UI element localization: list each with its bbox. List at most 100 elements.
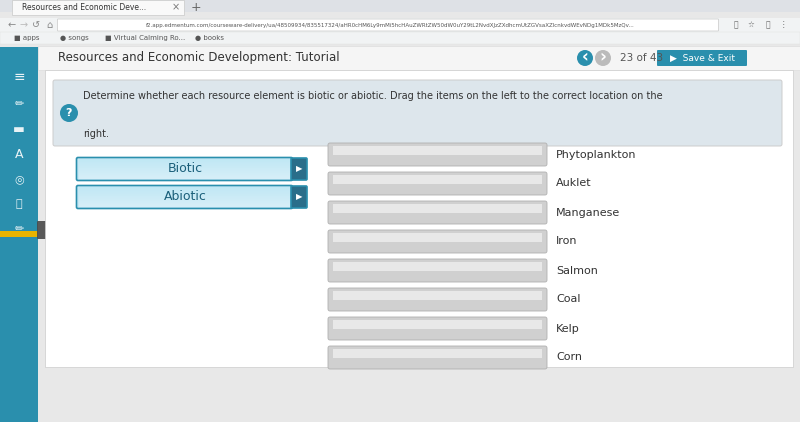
Text: ■ apps: ■ apps [14, 35, 39, 41]
FancyBboxPatch shape [37, 221, 121, 239]
Text: 💬: 💬 [16, 199, 22, 209]
FancyBboxPatch shape [79, 204, 290, 205]
Circle shape [60, 104, 78, 122]
FancyBboxPatch shape [12, 0, 184, 15]
FancyBboxPatch shape [79, 174, 290, 175]
FancyBboxPatch shape [333, 291, 542, 300]
FancyBboxPatch shape [79, 205, 290, 206]
FancyBboxPatch shape [79, 168, 290, 169]
FancyBboxPatch shape [77, 157, 293, 181]
Text: ▶  Save & Exit: ▶ Save & Exit [670, 54, 734, 62]
FancyBboxPatch shape [79, 176, 290, 177]
Text: ✏: ✏ [14, 99, 24, 109]
FancyBboxPatch shape [333, 146, 542, 154]
FancyBboxPatch shape [328, 230, 547, 253]
Text: Coal: Coal [556, 295, 581, 305]
FancyBboxPatch shape [0, 32, 800, 44]
Text: Resources and Economic Deve...: Resources and Economic Deve... [22, 3, 146, 12]
FancyBboxPatch shape [38, 46, 800, 70]
FancyBboxPatch shape [79, 164, 290, 165]
Text: ▶: ▶ [296, 192, 302, 201]
Text: Phytoplankton: Phytoplankton [556, 149, 637, 160]
Text: Abiotic: Abiotic [163, 190, 206, 203]
FancyBboxPatch shape [79, 202, 290, 203]
FancyBboxPatch shape [79, 197, 290, 198]
FancyBboxPatch shape [58, 19, 718, 31]
FancyBboxPatch shape [79, 178, 290, 179]
FancyBboxPatch shape [333, 175, 542, 184]
Text: Highlighter: Highlighter [54, 225, 104, 235]
FancyBboxPatch shape [0, 70, 800, 422]
FancyBboxPatch shape [328, 259, 547, 282]
Text: ▬: ▬ [13, 122, 25, 135]
FancyBboxPatch shape [79, 159, 290, 160]
Text: Kelp: Kelp [556, 324, 580, 333]
Circle shape [595, 50, 611, 66]
FancyBboxPatch shape [79, 170, 290, 171]
FancyBboxPatch shape [0, 47, 38, 422]
FancyBboxPatch shape [79, 193, 290, 194]
Text: ‹: ‹ [582, 49, 589, 67]
Text: →: → [20, 20, 28, 30]
FancyBboxPatch shape [291, 186, 307, 208]
FancyBboxPatch shape [79, 165, 290, 166]
FancyBboxPatch shape [291, 158, 307, 180]
FancyBboxPatch shape [333, 262, 542, 271]
Text: ✏: ✏ [14, 224, 24, 234]
FancyBboxPatch shape [79, 160, 290, 161]
FancyBboxPatch shape [79, 194, 290, 195]
Text: Auklet: Auklet [556, 179, 592, 189]
Text: ↺: ↺ [32, 20, 40, 30]
FancyBboxPatch shape [79, 171, 290, 172]
FancyBboxPatch shape [328, 172, 547, 195]
Text: Manganese: Manganese [556, 208, 620, 217]
Text: 🔖: 🔖 [766, 21, 770, 30]
Text: ● songs: ● songs [60, 35, 89, 41]
Text: Salmon: Salmon [556, 265, 598, 276]
FancyBboxPatch shape [79, 191, 290, 192]
FancyBboxPatch shape [79, 177, 290, 178]
FancyBboxPatch shape [79, 196, 290, 197]
Text: Iron: Iron [556, 236, 578, 246]
FancyBboxPatch shape [45, 70, 793, 367]
Text: 23 of 43: 23 of 43 [620, 53, 663, 63]
FancyBboxPatch shape [79, 203, 290, 204]
Text: ×: × [172, 3, 180, 13]
FancyBboxPatch shape [79, 199, 290, 200]
Text: ▶: ▶ [296, 165, 302, 173]
FancyBboxPatch shape [77, 186, 293, 208]
Text: Resources and Economic Development: Tutorial: Resources and Economic Development: Tuto… [58, 51, 340, 65]
FancyBboxPatch shape [328, 201, 547, 224]
Text: ● books: ● books [195, 35, 224, 41]
Text: Corn: Corn [556, 352, 582, 362]
FancyBboxPatch shape [0, 0, 800, 12]
Text: ≡: ≡ [13, 70, 25, 84]
FancyBboxPatch shape [333, 349, 542, 357]
Text: right.: right. [83, 129, 109, 139]
FancyBboxPatch shape [79, 189, 290, 190]
FancyBboxPatch shape [53, 80, 782, 146]
FancyBboxPatch shape [328, 143, 547, 166]
FancyBboxPatch shape [79, 188, 290, 189]
Text: ☆: ☆ [747, 21, 754, 30]
FancyBboxPatch shape [79, 162, 290, 163]
Text: ←: ← [8, 20, 16, 30]
FancyBboxPatch shape [79, 172, 290, 173]
FancyBboxPatch shape [0, 18, 800, 32]
FancyBboxPatch shape [79, 206, 290, 207]
Text: ⋮: ⋮ [779, 21, 787, 30]
FancyBboxPatch shape [79, 166, 290, 167]
FancyBboxPatch shape [79, 198, 290, 199]
Text: ■ Virtual Calming Ro...: ■ Virtual Calming Ro... [105, 35, 186, 41]
FancyBboxPatch shape [79, 169, 290, 170]
Text: A: A [14, 148, 23, 160]
FancyBboxPatch shape [328, 317, 547, 340]
FancyBboxPatch shape [79, 175, 290, 176]
Text: +: + [190, 1, 202, 14]
FancyBboxPatch shape [79, 195, 290, 196]
FancyBboxPatch shape [79, 200, 290, 201]
FancyBboxPatch shape [79, 161, 290, 162]
Circle shape [577, 50, 593, 66]
Text: 🔍: 🔍 [734, 21, 738, 30]
Text: ◎: ◎ [14, 174, 24, 184]
